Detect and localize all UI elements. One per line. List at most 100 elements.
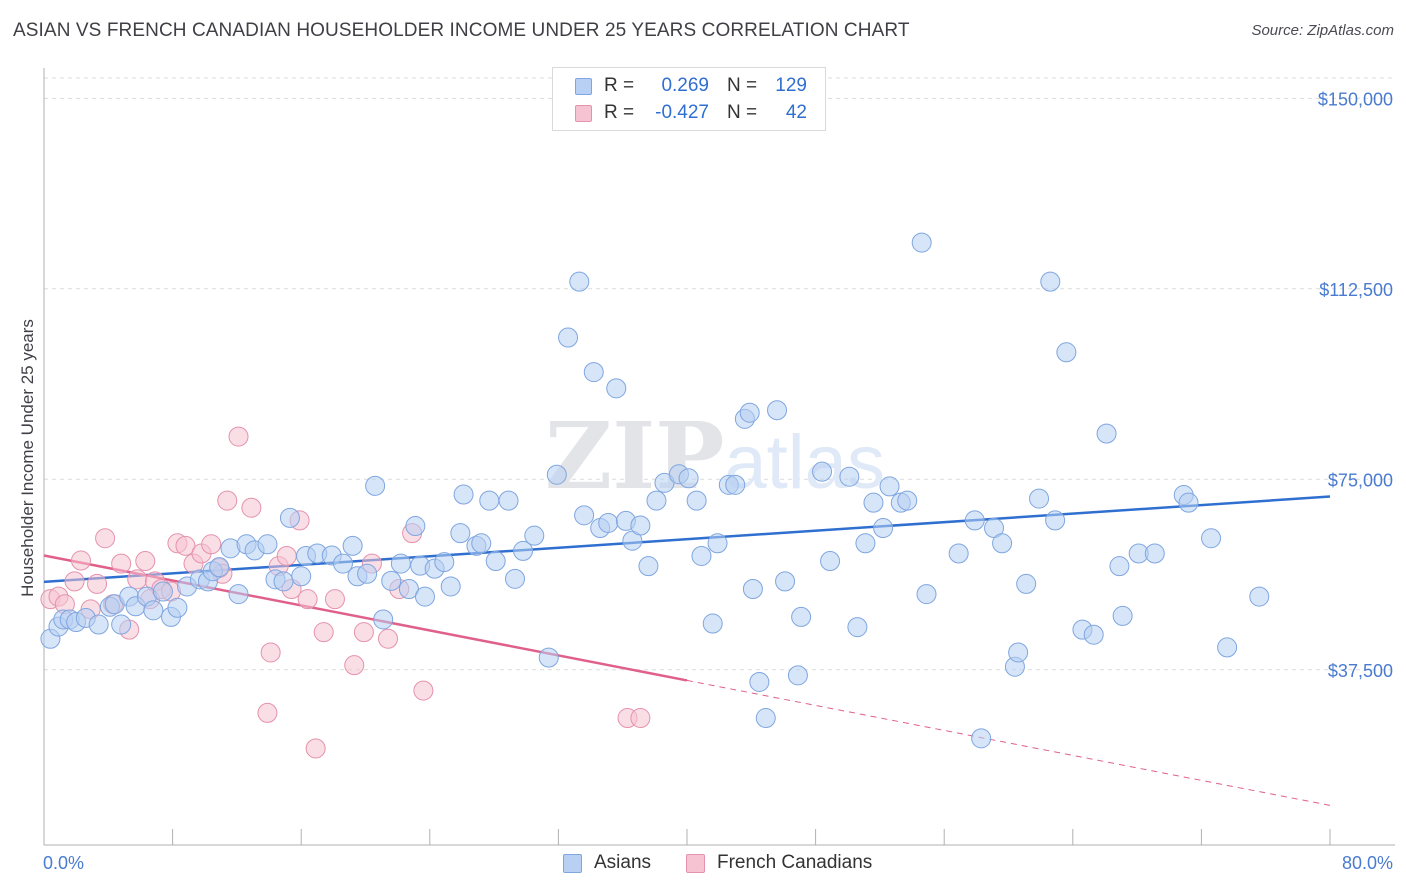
- point-asians: [1056, 342, 1077, 363]
- point-asians: [971, 728, 992, 749]
- point-asians: [88, 614, 109, 635]
- point-french-canadians: [111, 553, 132, 574]
- data-points: [40, 232, 1270, 759]
- point-asians: [1144, 543, 1165, 564]
- point-asians: [1045, 510, 1066, 531]
- legend-r-value: 0.269: [661, 75, 709, 96]
- legend-r-value: -0.427: [655, 102, 709, 123]
- y-tick-label: $75,000: [1328, 470, 1393, 490]
- point-asians: [707, 533, 728, 554]
- series-label-french: French Canadians: [717, 852, 873, 873]
- point-asians: [279, 507, 300, 528]
- point-french-canadians: [257, 702, 278, 723]
- point-french-canadians: [630, 708, 651, 729]
- point-asians: [820, 551, 841, 572]
- point-french-canadians: [344, 655, 365, 676]
- point-asians: [390, 553, 411, 574]
- point-asians: [725, 474, 746, 495]
- point-asians: [742, 578, 763, 599]
- watermark-atlas: atlas: [724, 420, 885, 505]
- point-asians: [787, 665, 808, 686]
- point-asians: [791, 606, 812, 627]
- point-asians: [414, 586, 435, 607]
- point-asians: [863, 492, 884, 513]
- point-asians: [471, 533, 492, 554]
- point-asians: [513, 540, 534, 561]
- point-asians: [897, 490, 918, 511]
- point-asians: [992, 533, 1013, 554]
- point-asians: [879, 476, 900, 497]
- y-tick-label: $112,500: [1319, 280, 1393, 300]
- point-french-canadians: [135, 551, 156, 572]
- point-asians: [498, 490, 519, 511]
- point-asians: [583, 362, 604, 383]
- point-asians: [546, 464, 567, 485]
- legend-row-french: R = -0.427 N = 42: [575, 101, 807, 125]
- point-asians: [538, 647, 559, 668]
- point-asians: [291, 566, 312, 587]
- point-asians: [691, 545, 712, 566]
- point-french-canadians: [228, 426, 249, 447]
- point-french-canadians: [276, 545, 297, 566]
- point-asians: [152, 581, 173, 602]
- point-asians: [273, 571, 294, 592]
- legend-swatch-french: [575, 104, 592, 122]
- point-asians: [1016, 573, 1037, 594]
- point-french-canadians: [201, 534, 222, 555]
- point-asians: [434, 552, 455, 573]
- point-french-canadians: [260, 642, 281, 663]
- point-asians: [373, 609, 394, 630]
- point-asians: [381, 570, 402, 591]
- series-swatch-french: [686, 853, 705, 873]
- x-tick-label-max: 80.0%: [1342, 853, 1393, 873]
- point-french-canadians: [95, 528, 116, 549]
- series-swatch-asians: [563, 853, 582, 873]
- point-french-canadians: [353, 622, 374, 643]
- watermark: ZIPatlas: [545, 402, 885, 510]
- series-legend-french: French Canadians: [686, 852, 872, 874]
- point-french-canadians: [297, 589, 318, 610]
- point-asians: [606, 378, 627, 399]
- point-asians: [646, 490, 667, 511]
- point-asians: [228, 584, 249, 605]
- point-french-canadians: [305, 738, 326, 759]
- point-asians: [450, 523, 471, 544]
- gridlines: [44, 77, 1395, 671]
- y-tick-label: $37,500: [1328, 661, 1393, 681]
- point-asians: [948, 543, 969, 564]
- stats-legend: R = 0.269 N = 129 R = -0.427 N = 42: [552, 67, 826, 131]
- point-french-canadians: [127, 569, 148, 590]
- point-asians: [569, 271, 590, 292]
- point-asians: [453, 484, 474, 505]
- point-asians: [702, 613, 723, 634]
- legend-n-label: N =: [727, 75, 758, 96]
- point-asians: [574, 505, 595, 526]
- point-asians: [209, 557, 230, 578]
- point-asians: [755, 708, 776, 729]
- point-french-canadians: [241, 497, 262, 518]
- point-asians: [485, 551, 506, 572]
- point-asians: [1217, 637, 1238, 658]
- point-french-canadians: [175, 535, 196, 556]
- point-asians: [504, 568, 525, 589]
- legend-n-value: 129: [775, 75, 807, 96]
- point-asians: [111, 614, 132, 635]
- point-asians: [479, 490, 500, 511]
- point-asians: [1201, 528, 1222, 549]
- point-asians: [1096, 423, 1117, 444]
- point-asians: [964, 510, 985, 531]
- point-asians: [916, 584, 937, 605]
- point-asians: [1029, 488, 1050, 509]
- y-tick-label: $150,000: [1318, 89, 1393, 109]
- point-asians: [524, 525, 545, 546]
- point-asians: [749, 671, 770, 692]
- x-tick-label-min: 0.0%: [43, 853, 84, 873]
- point-french-canadians: [217, 490, 238, 511]
- legend-swatch-asians: [575, 77, 592, 95]
- point-asians: [739, 402, 760, 423]
- point-asians: [873, 518, 894, 539]
- point-french-canadians: [87, 573, 108, 594]
- point-asians: [357, 563, 378, 584]
- trend-line-asians: [43, 495, 1331, 584]
